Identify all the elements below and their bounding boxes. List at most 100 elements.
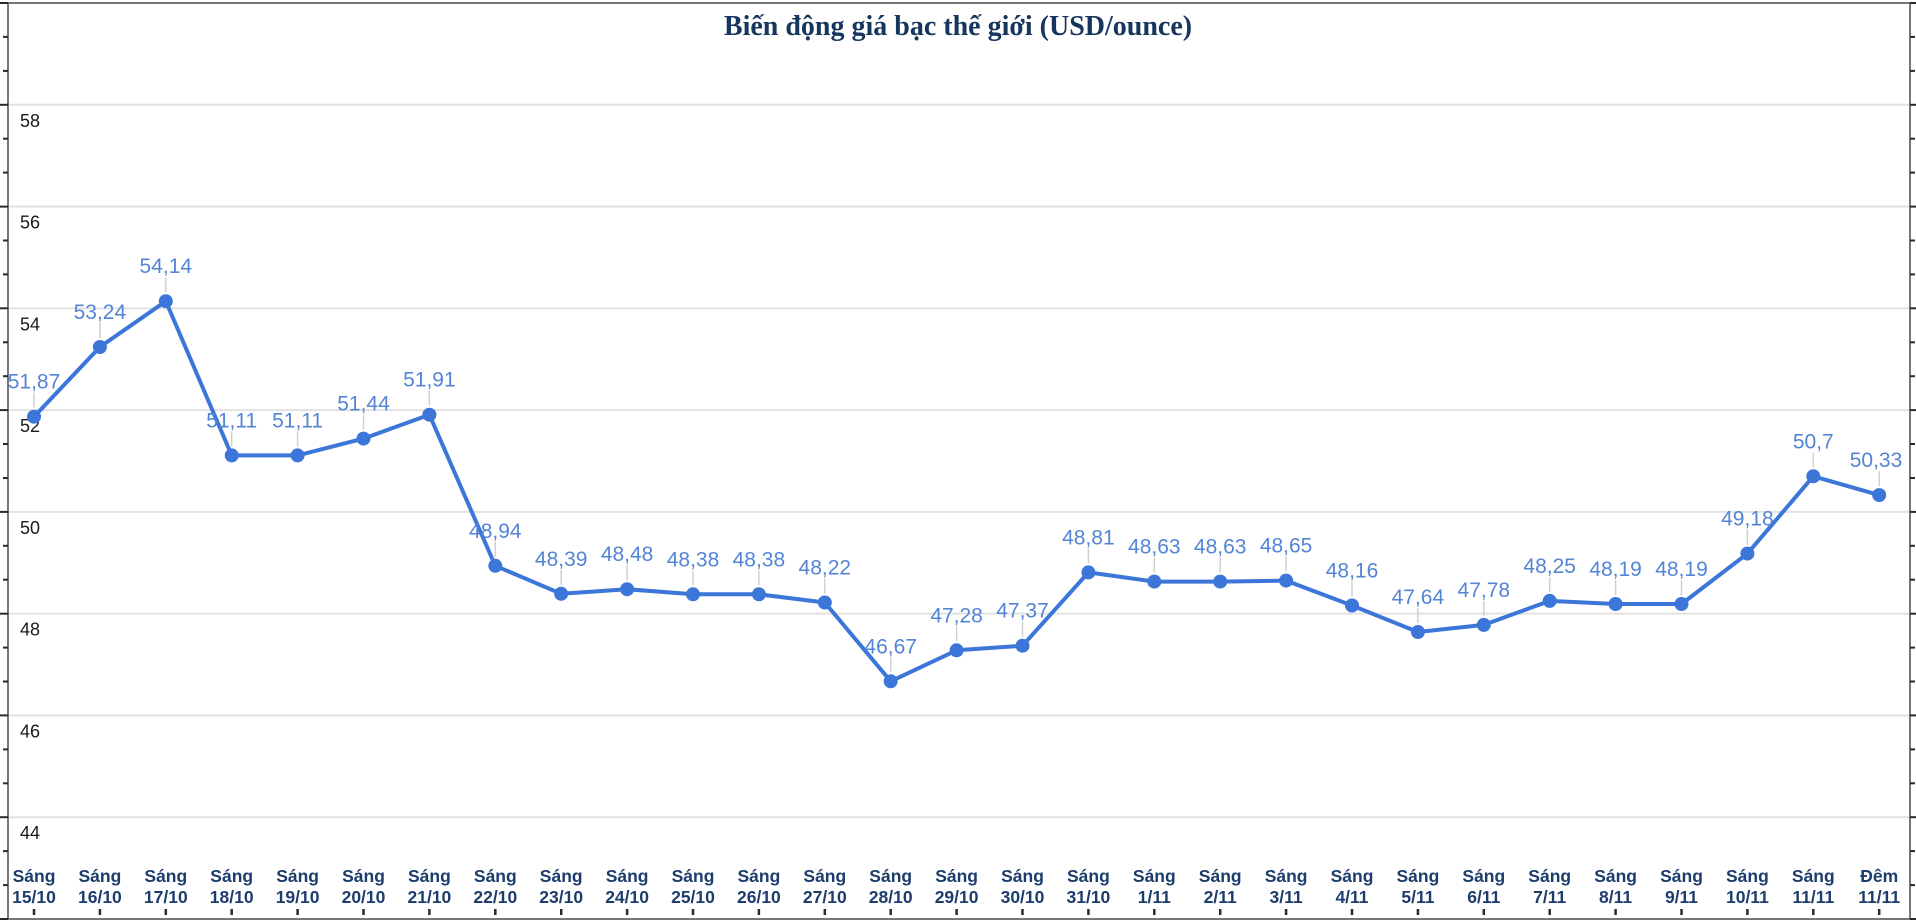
data-point: [620, 582, 635, 597]
data-point: [1015, 638, 1030, 653]
x-axis-label-date: 4/11: [1335, 887, 1368, 907]
x-axis-label-period: Sáng: [935, 866, 978, 886]
data-point-label: 50,33: [1850, 449, 1903, 472]
x-axis-label-period: Sáng: [1001, 866, 1044, 886]
x-axis-label-date: 17/10: [144, 887, 188, 907]
data-point: [1410, 625, 1425, 639]
data-point: [1542, 593, 1557, 608]
data-point-label: 49,18: [1721, 508, 1774, 531]
data-point-label: 48,94: [469, 520, 522, 543]
x-axis-label-date: 16/10: [78, 887, 122, 907]
x-axis-label-date: 10/11: [1726, 887, 1769, 907]
data-point-label: 50,7: [1793, 430, 1834, 453]
data-point: [422, 407, 437, 422]
x-axis-label-date: 18/10: [210, 887, 254, 907]
x-axis-label-period: Sáng: [1397, 866, 1440, 886]
x-axis-label-period: Sáng: [1660, 866, 1703, 886]
data-point: [1608, 597, 1623, 611]
x-axis-label-date: 8/11: [1599, 887, 1632, 907]
x-axis-label-period: Sáng: [540, 866, 583, 886]
x-axis-label-date: 1/11: [1138, 887, 1171, 907]
x-axis-label-period: Sáng: [1792, 866, 1835, 886]
x-axis-label-period: Sáng: [869, 866, 912, 886]
data-point-label: 48,63: [1194, 536, 1247, 559]
data-point-label: 51,91: [403, 369, 456, 392]
data-point: [1872, 488, 1887, 503]
data-point: [224, 448, 239, 463]
data-point: [1147, 574, 1162, 589]
chart-title: Biến động giá bạc thế giới (USD/ounce): [723, 11, 1193, 42]
plot-border: [7, 2, 1911, 920]
x-axis-label-period: Sáng: [408, 866, 451, 886]
x-axis-label-date: 29/10: [935, 887, 979, 907]
x-axis-label-period: Sáng: [144, 866, 187, 886]
x-axis-label-date: 3/11: [1270, 887, 1303, 907]
x-axis-label-date: 26/10: [737, 887, 781, 907]
x-axis-label-period: Sáng: [803, 866, 846, 886]
data-point-label: 51,11: [206, 409, 257, 432]
data-point: [1476, 617, 1491, 632]
data-point: [356, 431, 371, 446]
data-point-label: 48,48: [601, 543, 654, 566]
x-axis-label-date: 24/10: [605, 887, 649, 907]
data-point-label: 48,39: [535, 548, 588, 571]
data-point-label: 47,37: [996, 600, 1049, 623]
x-axis-label-date: 25/10: [671, 887, 715, 907]
data-point: [949, 643, 964, 658]
data-point-label: 48,19: [1655, 558, 1708, 581]
y-axis-label: 56: [20, 213, 40, 233]
x-axis-label-period: Sáng: [79, 866, 122, 886]
data-point-label: 51,11: [272, 409, 323, 432]
data-point: [158, 294, 173, 309]
data-point: [686, 587, 700, 602]
x-axis-label-period: Sáng: [1594, 866, 1637, 886]
data-point-label: 48,25: [1523, 555, 1576, 578]
data-point-label: 48,65: [1260, 535, 1313, 558]
x-axis-label-period: Sáng: [672, 866, 715, 886]
x-axis-label-period: Sáng: [1331, 866, 1374, 886]
y-axis-label: 44: [20, 823, 40, 843]
data-point-label: 51,44: [337, 393, 390, 416]
x-axis-label-period: Sáng: [1528, 866, 1571, 886]
x-axis-label-date: 6/11: [1467, 887, 1500, 907]
data-point-label: 54,14: [140, 255, 193, 278]
data-point: [92, 340, 107, 354]
data-point: [1740, 546, 1755, 561]
x-axis-label-period: Sáng: [342, 866, 385, 886]
x-axis-label-date: 23/10: [539, 887, 583, 907]
data-point-label: 46,67: [864, 635, 917, 658]
data-point: [1279, 573, 1294, 588]
data-point-label: 48,19: [1589, 558, 1642, 581]
x-axis-label-date: 7/11: [1533, 887, 1566, 907]
x-axis-label-period: Sáng: [210, 866, 253, 886]
data-point: [290, 448, 305, 463]
x-axis-label-date: 11/11: [1792, 887, 1834, 907]
x-axis-label-period: Sáng: [474, 866, 517, 886]
data-point: [1806, 469, 1821, 484]
x-axis-label-period: Sáng: [276, 866, 319, 886]
data-point-label: 47,78: [1458, 579, 1511, 602]
data-point-label: 47,64: [1392, 586, 1445, 609]
x-axis-label-date: 5/11: [1401, 887, 1434, 907]
y-axis-label: 54: [20, 314, 40, 334]
data-point: [1213, 574, 1228, 589]
x-axis-label-date: 30/10: [1001, 887, 1045, 907]
x-axis-label-date: 20/10: [342, 887, 386, 907]
x-axis-label-date: 19/10: [276, 887, 320, 907]
data-point-label: 48,22: [799, 557, 852, 580]
data-point: [1081, 565, 1096, 580]
data-point: [27, 409, 41, 424]
data-point-label: 53,24: [74, 301, 127, 324]
data-point-label: 48,16: [1326, 560, 1379, 583]
data-point-label: 48,81: [1062, 526, 1115, 549]
y-axis-label: 48: [20, 620, 40, 640]
x-axis-label-date: 2/11: [1204, 887, 1237, 907]
x-axis-label-period: Sáng: [1133, 866, 1176, 886]
y-axis-label: 58: [20, 111, 40, 131]
x-axis-label-date: 22/10: [473, 887, 517, 907]
x-axis-label-period: Sáng: [13, 866, 56, 886]
data-point: [1345, 598, 1359, 613]
x-axis-label-period: Sáng: [1067, 866, 1110, 886]
